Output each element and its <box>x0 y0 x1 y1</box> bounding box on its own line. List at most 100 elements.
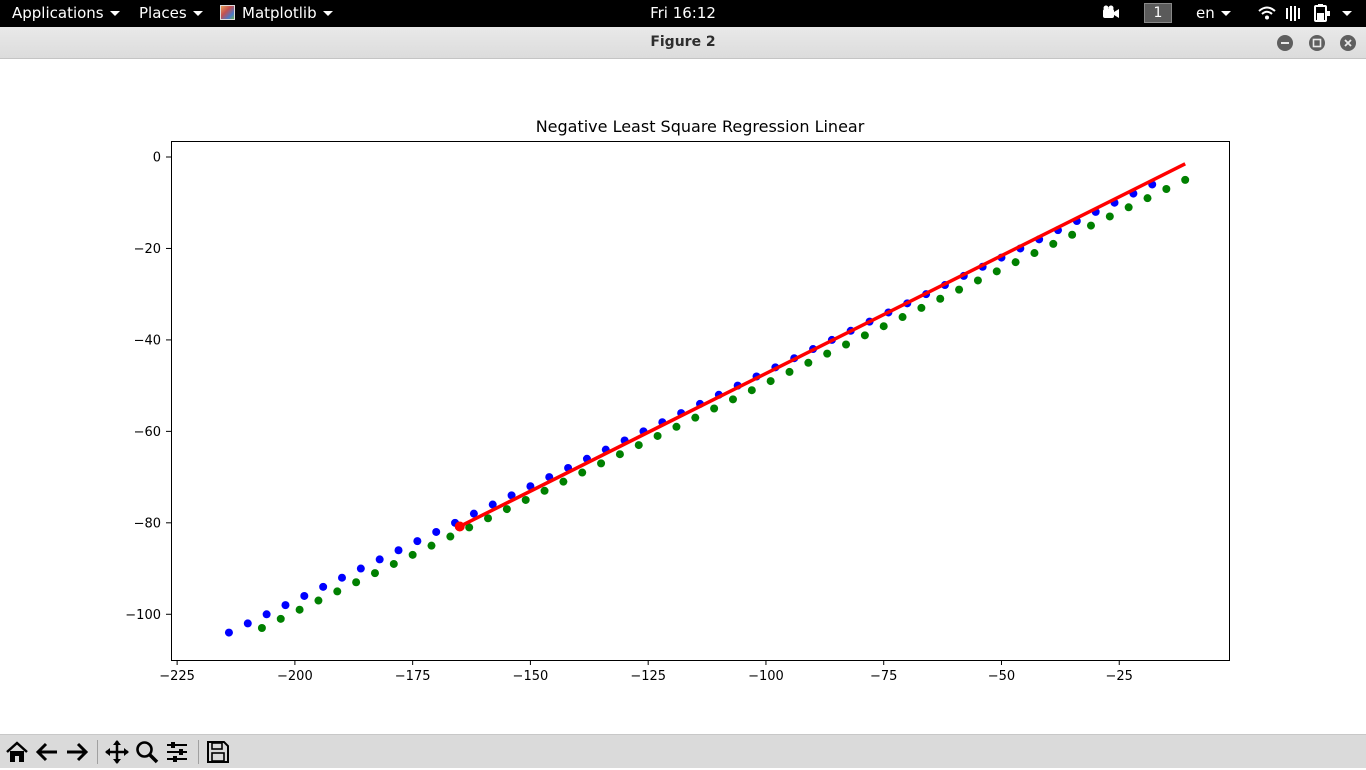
language-menu[interactable]: en <box>1196 0 1231 27</box>
green-data-point <box>1030 249 1039 258</box>
chevron-down-icon <box>192 11 203 16</box>
back-arrow-icon <box>35 742 57 762</box>
minimize-icon <box>1281 42 1289 44</box>
green-data-point <box>597 459 606 468</box>
green-data-point <box>427 541 436 550</box>
blue-data-point <box>243 619 252 628</box>
regression-start-point <box>454 521 465 532</box>
toolbar-separator <box>198 740 199 764</box>
x-tick-label: −50 <box>988 669 1015 684</box>
axes-frame <box>171 141 1230 661</box>
wifi-icon[interactable] <box>1258 0 1276 27</box>
workspace-indicator[interactable]: 1 <box>1144 3 1172 23</box>
green-data-point <box>540 486 549 495</box>
home-icon <box>6 741 28 762</box>
green-data-point <box>917 303 926 312</box>
matplotlib-app-icon <box>220 4 235 20</box>
blue-data-point <box>413 537 422 546</box>
regression-line <box>458 162 1186 529</box>
green-data-point <box>691 413 700 422</box>
green-data-point <box>1162 185 1171 194</box>
blue-data-point <box>469 509 478 518</box>
clock-container: Fri 16:12 <box>0 0 1366 27</box>
x-tick-label: −175 <box>395 669 431 684</box>
green-data-point <box>728 395 737 404</box>
x-tick-label: −25 <box>1106 669 1133 684</box>
window-titlebar[interactable]: Figure 2 <box>0 27 1366 59</box>
x-tick-label: −75 <box>870 669 897 684</box>
pan-button[interactable] <box>103 738 131 766</box>
save-button[interactable] <box>204 738 232 766</box>
matplotlib-toolbar <box>0 734 1366 768</box>
close-icon <box>1344 39 1352 47</box>
x-tick-label: −125 <box>630 669 666 684</box>
chevron-down-icon <box>322 11 333 16</box>
figure-canvas[interactable]: Negative Least Square Regression Linear … <box>0 59 1366 734</box>
minimize-button[interactable] <box>1277 35 1293 51</box>
green-data-point <box>936 294 945 303</box>
green-data-point <box>747 386 756 395</box>
chevron-down-icon <box>109 11 120 16</box>
green-data-point <box>484 514 493 523</box>
language-label: en <box>1196 4 1215 22</box>
green-data-point <box>973 276 982 285</box>
battery-icon[interactable] <box>1313 0 1331 27</box>
forward-arrow-icon <box>67 742 89 762</box>
green-data-point <box>578 468 587 477</box>
green-data-point <box>653 431 662 440</box>
configure-subplots-button[interactable] <box>163 738 191 766</box>
green-data-point <box>992 267 1001 276</box>
green-data-point <box>1086 221 1095 230</box>
system-menu[interactable] <box>1336 0 1352 27</box>
green-data-point <box>559 477 568 486</box>
blue-data-point <box>507 491 516 500</box>
blue-data-point <box>375 555 384 564</box>
home-button[interactable] <box>3 738 31 766</box>
close-button[interactable] <box>1340 35 1356 51</box>
green-data-point <box>1105 212 1114 221</box>
forward-button[interactable] <box>63 738 91 766</box>
green-data-point <box>408 550 417 559</box>
maximize-button[interactable] <box>1309 35 1325 51</box>
green-data-point <box>370 569 379 578</box>
y-tick-label: −100 <box>125 608 161 623</box>
save-icon <box>207 741 229 763</box>
y-tick-label: −20 <box>134 242 161 257</box>
green-data-point <box>257 623 266 632</box>
y-axis: 0 −20 −40 −60 −80 −100 <box>125 151 171 623</box>
green-data-point <box>860 331 869 340</box>
y-tick-label: −60 <box>134 425 161 440</box>
configure-subplots-icon <box>167 742 187 762</box>
green-data-point <box>1124 203 1133 212</box>
x-axis: −225 −200 −175 −150 −125 −100 −75 −50 −25 <box>159 660 1133 684</box>
zoom-button[interactable] <box>133 738 161 766</box>
blue-data-point <box>394 546 403 555</box>
volume-icon[interactable] <box>1285 0 1303 27</box>
series-layer <box>224 162 1190 637</box>
y-tick-label: −80 <box>134 516 161 531</box>
green-data-point <box>1049 239 1058 248</box>
green-data-point <box>1068 230 1077 239</box>
applications-menu[interactable]: Applications <box>12 0 120 27</box>
green-data-point <box>465 523 474 532</box>
toolbar-separator <box>97 740 98 764</box>
chart-title: Negative Least Square Regression Linear <box>536 117 865 136</box>
back-button[interactable] <box>33 738 61 766</box>
green-data-point <box>1011 258 1020 267</box>
green-data-point <box>634 441 643 450</box>
places-menu[interactable]: Places <box>139 0 203 27</box>
app-menu[interactable]: Matplotlib <box>220 0 333 27</box>
green-data-point <box>615 450 624 459</box>
chevron-down-icon <box>1220 11 1231 16</box>
green-data-point <box>295 605 304 614</box>
clock[interactable]: Fri 16:12 <box>650 4 716 22</box>
places-menu-label: Places <box>139 4 187 22</box>
blue-data-point <box>300 591 309 600</box>
x-tick-label: −225 <box>159 669 195 684</box>
blue-data-point <box>488 500 497 509</box>
green-data-point <box>276 614 285 623</box>
blue-data-point <box>224 628 233 637</box>
pan-icon <box>105 740 129 764</box>
video-camera-icon[interactable] <box>1102 0 1120 27</box>
y-tick-label: 0 <box>153 151 161 166</box>
